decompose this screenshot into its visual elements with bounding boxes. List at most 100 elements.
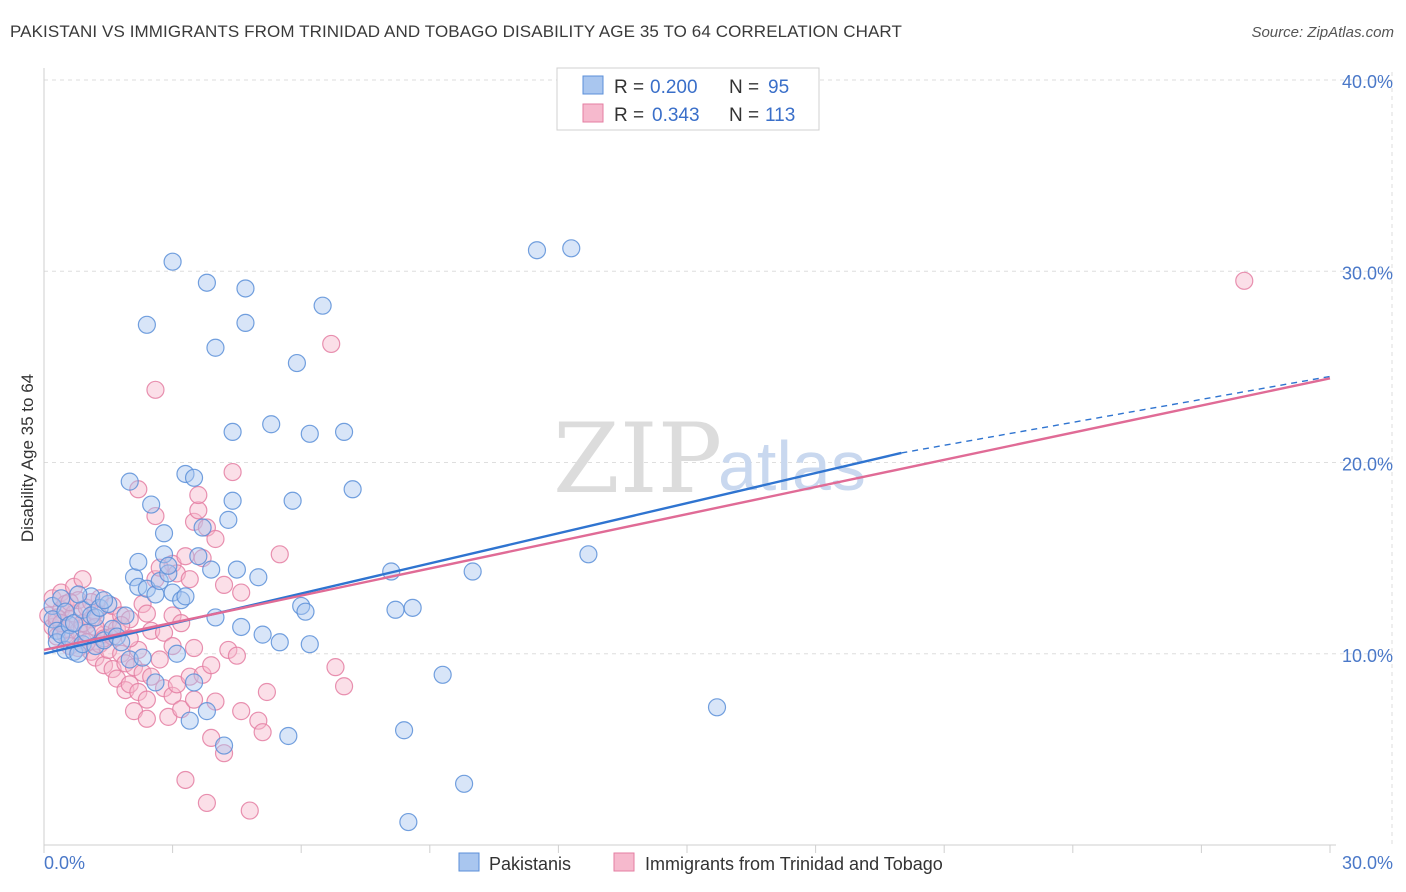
data-point-pakistanis [236,313,255,332]
data-point-trinidad [137,709,156,728]
data-point-pakistanis [142,495,161,514]
legend-n-value: 95 [768,77,789,98]
data-point-pakistanis [223,422,242,441]
data-point-pakistanis [249,568,268,587]
data-point-pakistanis [86,608,105,627]
data-point-pakistanis [227,560,246,579]
data-point-pakistanis [334,422,354,441]
trend-line-pakistanis-extension [901,375,1331,454]
data-point-trinidad [163,686,182,705]
data-point-pakistanis [116,606,135,625]
bottom-legend-swatch-blue [458,852,480,872]
data-point-pakistanis [253,625,272,644]
data-point-pakistanis [52,589,71,608]
data-point-trinidad [133,663,152,682]
data-point-pakistanis [193,518,212,537]
y-axis-label: Disability Age 35 to 64 [18,374,37,542]
data-point-pakistanis [137,315,156,334]
data-point-pakistanis [454,774,474,793]
data-point-pakistanis [394,721,414,740]
data-point-pakistanis [433,665,452,684]
data-point-trinidad [322,334,341,354]
data-point-trinidad [137,604,156,623]
data-point-pakistanis [202,560,221,579]
data-point-pakistanis [279,726,298,746]
data-point-pakistanis [146,673,165,692]
data-point-trinidad [253,723,272,742]
data-point-pakistanis [167,644,186,663]
data-point-trinidad [176,770,195,790]
data-point-pakistanis [159,564,178,583]
data-point-trinidad [214,575,234,595]
legend-r-value: 0.343 [652,105,700,126]
data-point-pakistanis [214,736,234,755]
legend-r-label: R = [614,77,644,98]
data-point-trinidad [189,501,208,520]
data-point-pakistanis [223,491,242,510]
data-point-pakistanis [296,602,315,621]
data-point-pakistanis [94,591,114,610]
data-point-trinidad [197,793,216,813]
y-tick-labels: 10.0% 20.0% 30.0% 40.0% [1342,72,1393,666]
data-point-pakistanis [206,338,225,357]
data-point-pakistanis [283,491,302,510]
data-point-pakistanis [463,562,482,581]
data-point-pakistanis [176,464,195,484]
series-pakistanis-points [43,239,727,832]
data-point-trinidad [257,682,277,702]
data-point-trinidad [1235,271,1254,290]
data-point-trinidad [184,638,204,658]
data-point-pakistanis [197,273,216,292]
data-point-pakistanis [527,241,547,260]
data-point-trinidad [202,656,221,675]
x-tick-label-max: 30.0% [1342,853,1393,873]
data-point-pakistanis [343,480,362,499]
data-point-trinidad [227,646,246,665]
data-point-pakistanis [219,510,238,529]
data-point-trinidad [112,606,131,625]
watermark-zip-text: ZIP [553,403,722,515]
bottom-legend-trinidad: Immigrants from Trinidad and Tobago [645,854,943,874]
data-point-pakistanis [189,547,208,566]
data-point-pakistanis [133,648,152,667]
data-point-trinidad [232,583,251,602]
legend-n-label: N = [729,77,759,98]
bottom-legend-pakistanis: Pakistanis [489,854,571,874]
series-legend: Pakistanis Immigrants from Trinidad and … [458,852,943,874]
legend-r-label: R = [614,105,644,126]
data-point-trinidad [150,650,169,669]
data-point-trinidad [214,744,234,763]
data-point-trinidad [180,570,199,589]
correlation-legend: R = 0.200 N = 95 R = 0.343 N = 113 [556,67,820,131]
data-point-trinidad [137,690,156,709]
data-point-pakistanis [300,424,319,443]
data-point-pakistanis [69,585,88,604]
data-point-pakistanis [163,252,182,271]
bottom-legend-swatch-pink [613,852,635,872]
data-point-trinidad [249,711,268,730]
data-point-trinidad [270,545,289,564]
data-point-trinidad [326,658,345,677]
legend-swatch-pink [582,103,604,123]
data-point-trinidad [146,380,165,399]
data-point-pakistanis [154,545,174,564]
data-point-pakistanis [120,472,139,491]
data-point-trinidad [334,677,354,696]
data-point-pakistanis [270,633,289,652]
data-point-pakistanis [236,279,255,298]
data-point-pakistanis [313,296,332,315]
data-point-trinidad [223,462,242,482]
data-point-pakistanis [300,635,319,654]
data-point-pakistanis [176,587,195,606]
data-point-pakistanis [184,468,204,487]
data-point-pakistanis [262,415,281,434]
x-tick-label-min: 0.0% [44,853,85,873]
chart-title: PAKISTANI VS IMMIGRANTS FROM TRINIDAD AN… [10,22,902,41]
legend-swatch-blue [582,75,604,95]
data-point-pakistanis [403,598,422,617]
data-point-pakistanis [707,698,727,717]
y-tick-label: 30.0% [1342,263,1393,283]
trend-lines [43,375,1331,655]
data-point-pakistanis [386,600,405,619]
axes [43,68,1336,853]
